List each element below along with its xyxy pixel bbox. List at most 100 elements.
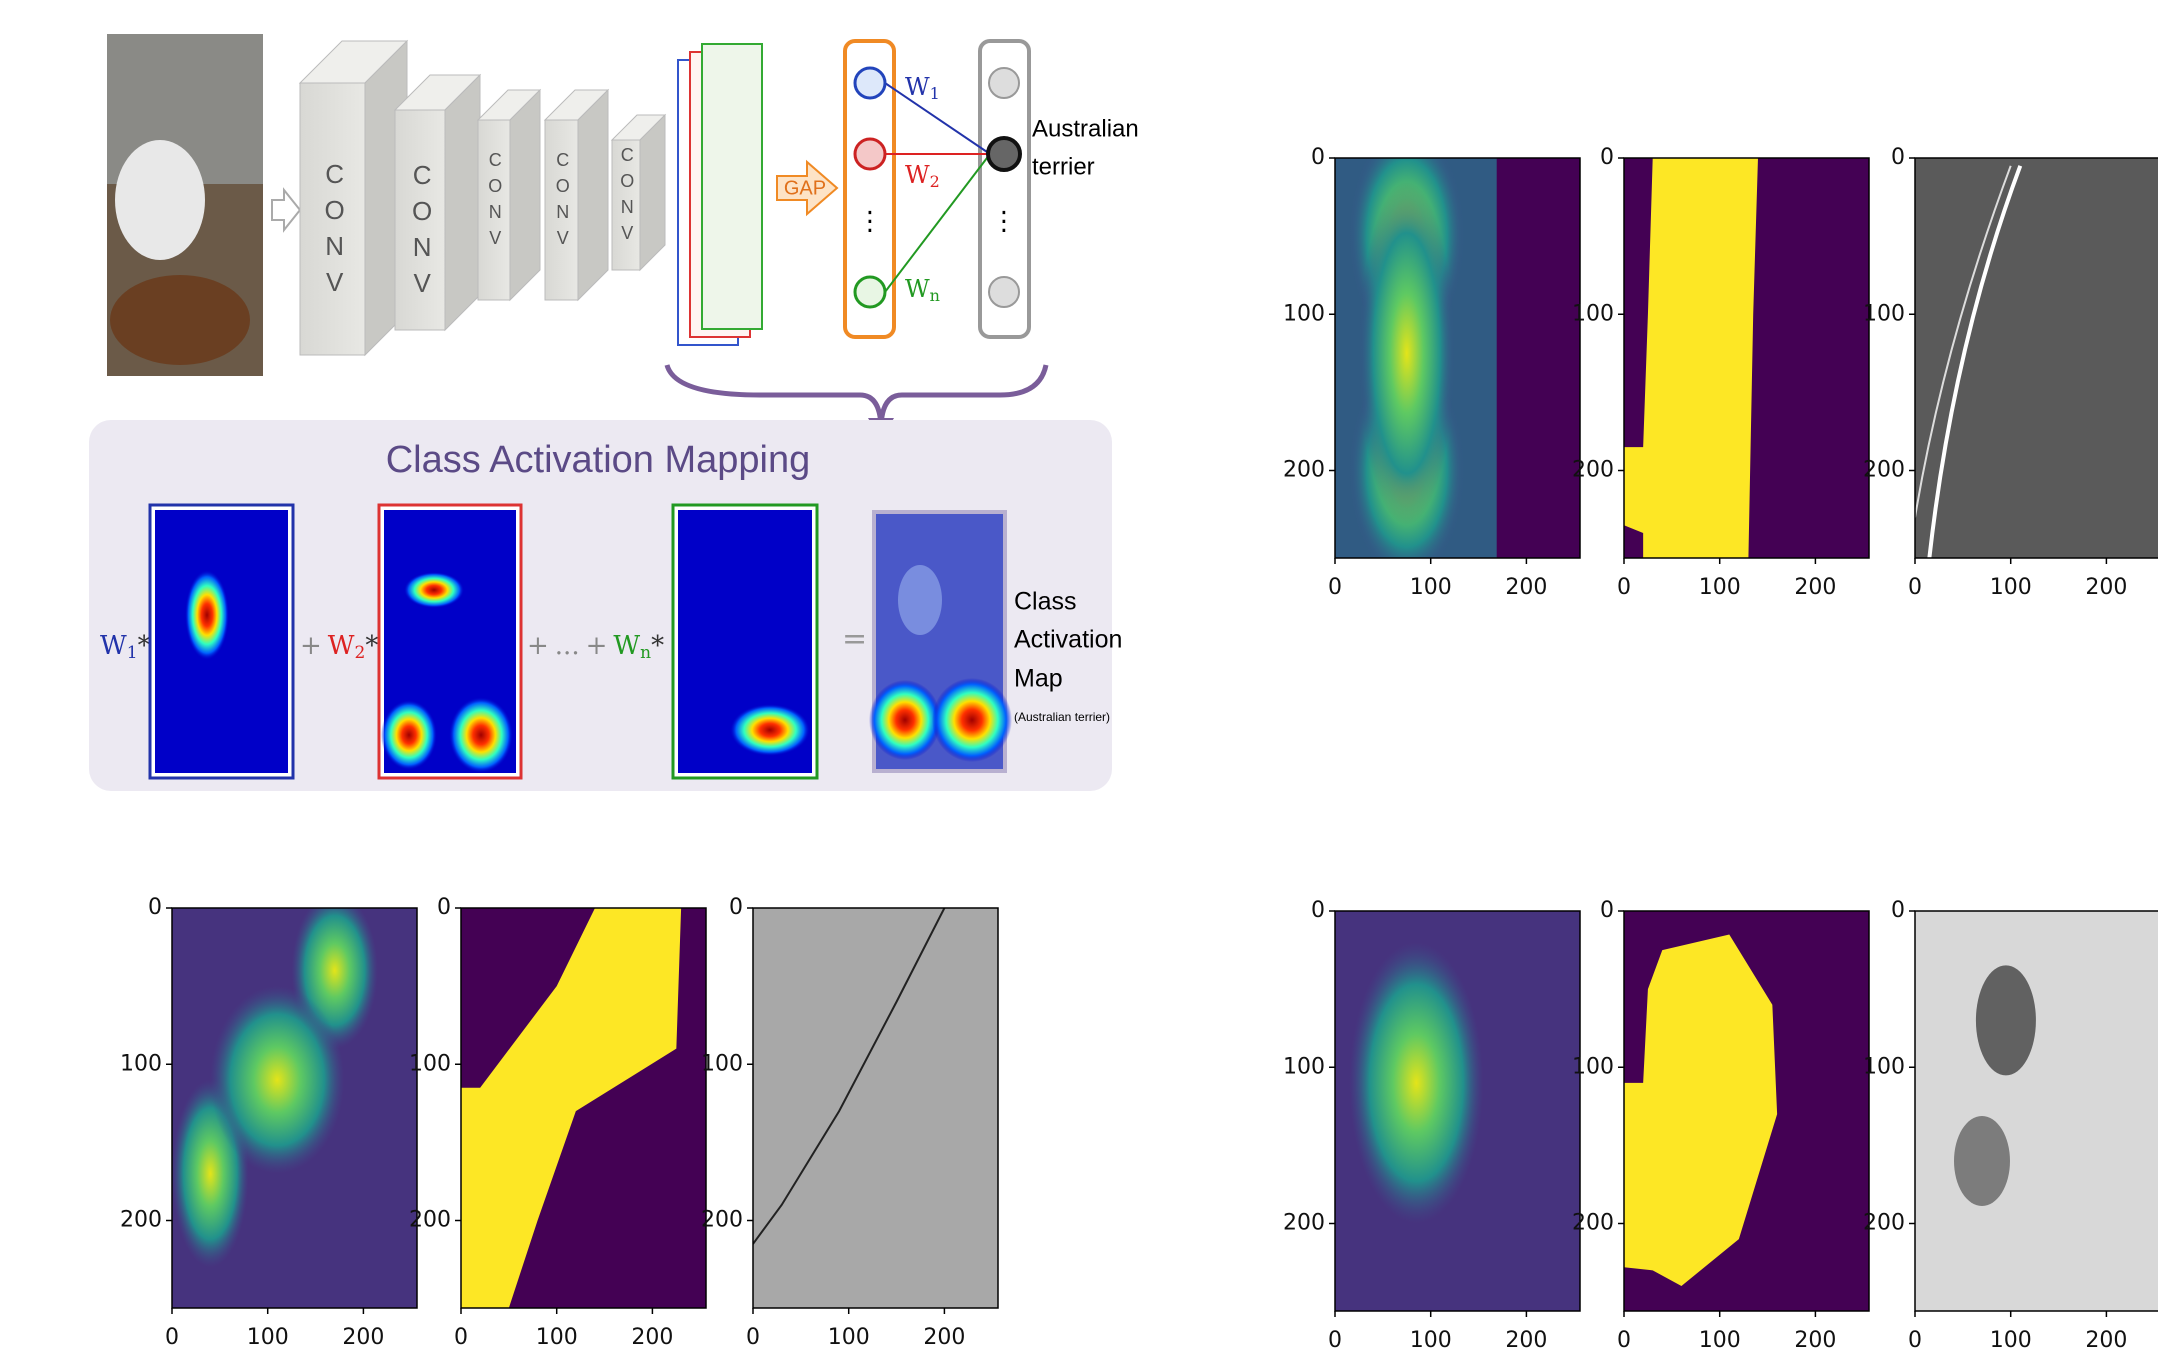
cam-blob bbox=[185, 570, 229, 660]
x-tick-label: 100 bbox=[1990, 1328, 2032, 1353]
y-tick-label: 100 bbox=[120, 1051, 162, 1076]
photo-bg bbox=[1915, 911, 2158, 1311]
x-tick-label: 100 bbox=[536, 1325, 578, 1350]
y-tick-label: 200 bbox=[1283, 458, 1325, 483]
x-tick-label: 0 bbox=[1617, 575, 1631, 600]
arrow bbox=[272, 190, 300, 230]
term-weight: +W2* bbox=[300, 631, 378, 663]
heatmap-blob bbox=[210, 986, 344, 1174]
cam-blob bbox=[404, 572, 464, 608]
y-tick-label: 100 bbox=[701, 1051, 743, 1076]
equals: = bbox=[842, 622, 867, 657]
dark-spot bbox=[1976, 965, 2036, 1075]
photo-dog bbox=[110, 275, 250, 365]
x-tick-label: 200 bbox=[1794, 1328, 1836, 1353]
x-tick-label: 0 bbox=[746, 1325, 760, 1350]
photo-bg bbox=[753, 908, 998, 1308]
axes-content bbox=[172, 892, 417, 1308]
conv-label: CONV bbox=[617, 145, 637, 249]
x-tick-label: 0 bbox=[454, 1325, 468, 1350]
cam-blob bbox=[932, 678, 1012, 762]
axes-content bbox=[461, 908, 706, 1308]
axes-content bbox=[1335, 127, 1580, 580]
y-tick-label: 0 bbox=[1311, 145, 1325, 170]
term-weight: W1* bbox=[100, 631, 151, 663]
network-diagram: CONVCONVCONVCONVCONVCONV GAP ⋮ ⋮ W1 W2 W… bbox=[89, 34, 1139, 791]
x-tick-label: 0 bbox=[1328, 575, 1342, 600]
axes-content bbox=[1915, 158, 2158, 558]
x-tick-label: 100 bbox=[1410, 575, 1452, 600]
y-tick-label: 0 bbox=[437, 895, 451, 920]
heatmap-blob bbox=[1359, 181, 1455, 525]
axes-content bbox=[1624, 911, 1869, 1311]
y-tick-label: 200 bbox=[409, 1208, 451, 1233]
cam-blob bbox=[730, 704, 810, 756]
conv-side bbox=[445, 75, 480, 330]
x-tick-label: 100 bbox=[1699, 1328, 1741, 1353]
output-node bbox=[988, 138, 1020, 170]
x-tick-label: 200 bbox=[1505, 1328, 1547, 1353]
cam-blob bbox=[869, 680, 941, 760]
node bbox=[855, 277, 885, 307]
conv-side bbox=[578, 90, 608, 300]
result-label: Class bbox=[1014, 588, 1077, 616]
y-tick-label: 100 bbox=[1283, 1054, 1325, 1079]
x-tick-label: 0 bbox=[1328, 1328, 1342, 1353]
node bbox=[855, 68, 885, 98]
conv-label: CONV bbox=[320, 159, 350, 303]
weight-label: Wn bbox=[905, 275, 940, 305]
y-tick-label: 200 bbox=[1863, 1211, 1905, 1236]
y-tick-label: 100 bbox=[1572, 1054, 1614, 1079]
y-tick-label: 0 bbox=[148, 895, 162, 920]
x-tick-label: 100 bbox=[828, 1325, 870, 1350]
output-label: Australian bbox=[1032, 115, 1139, 142]
y-tick-label: 0 bbox=[729, 895, 743, 920]
y-tick-label: 0 bbox=[1891, 145, 1905, 170]
feature-maps bbox=[678, 44, 762, 345]
axes-content bbox=[1915, 911, 2158, 1311]
cam-person bbox=[898, 565, 942, 635]
result-label: Activation bbox=[1014, 626, 1122, 654]
weight-label: W2 bbox=[905, 161, 940, 191]
node bbox=[989, 277, 1019, 307]
node bbox=[989, 68, 1019, 98]
x-tick-label: 200 bbox=[2085, 1328, 2127, 1353]
cam-title: Class Activation Mapping bbox=[386, 439, 811, 481]
figure: CONVCONVCONVCONVCONVCONV GAP ⋮ ⋮ W1 W2 W… bbox=[0, 0, 2158, 1370]
y-tick-label: 100 bbox=[1283, 301, 1325, 326]
x-tick-label: 100 bbox=[1410, 1328, 1452, 1353]
cam-blob bbox=[449, 697, 513, 773]
conv-label: CONV bbox=[485, 150, 505, 254]
x-tick-label: 200 bbox=[631, 1325, 673, 1350]
y-tick-label: 100 bbox=[409, 1051, 451, 1076]
y-tick-label: 100 bbox=[1863, 1054, 1905, 1079]
y-tick-label: 100 bbox=[1863, 301, 1905, 326]
y-tick-label: 0 bbox=[1600, 898, 1614, 923]
dots: ⋮ bbox=[857, 207, 883, 237]
x-tick-label: 200 bbox=[1505, 575, 1547, 600]
conv-label: CONV bbox=[407, 160, 437, 304]
axes-content bbox=[1335, 911, 1580, 1311]
photo-bg bbox=[1915, 158, 2158, 558]
y-tick-label: 200 bbox=[120, 1208, 162, 1233]
x-tick-label: 200 bbox=[1794, 575, 1836, 600]
gap-label: GAP bbox=[784, 177, 826, 199]
photo-person bbox=[115, 140, 205, 260]
output-label: terrier bbox=[1032, 153, 1095, 180]
weight-label: W1 bbox=[905, 73, 940, 103]
result-label: Map bbox=[1014, 665, 1063, 693]
axes-content bbox=[753, 908, 998, 1308]
y-tick-label: 0 bbox=[1891, 898, 1905, 923]
conv-layers: CONVCONVCONVCONVCONVCONV bbox=[300, 41, 732, 355]
conv-side bbox=[510, 90, 540, 300]
heatmap-blob bbox=[1349, 942, 1483, 1223]
y-tick-label: 0 bbox=[1311, 898, 1325, 923]
node bbox=[855, 139, 885, 169]
x-tick-label: 200 bbox=[2085, 575, 2127, 600]
x-tick-label: 100 bbox=[1699, 575, 1741, 600]
x-tick-label: 100 bbox=[247, 1325, 289, 1350]
x-tick-label: 0 bbox=[165, 1325, 179, 1350]
dark-spot bbox=[1954, 1116, 2010, 1206]
conv-label: CONV bbox=[553, 150, 573, 254]
dots: ⋮ bbox=[991, 207, 1017, 237]
